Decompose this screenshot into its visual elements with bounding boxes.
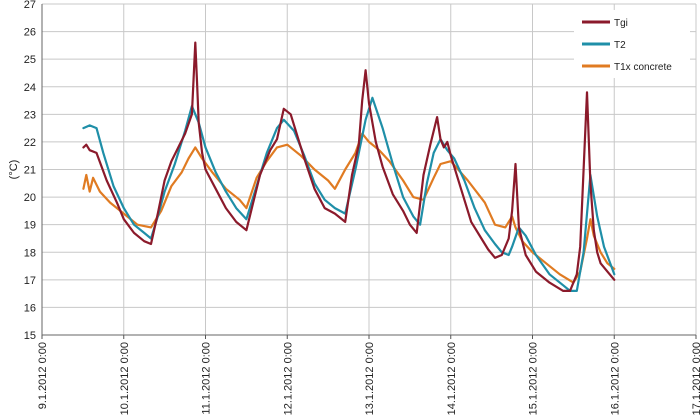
y-tick-label: 22 [24,137,36,149]
series-line-t1x-concrete [82,132,616,284]
y-tick-label: 15 [24,330,36,342]
x-tick-label: 17.1.2012 0:00 [691,342,700,415]
series-line-tgi [82,41,616,292]
y-tick-label: 20 [24,192,36,204]
legend-label: T2 [614,40,626,51]
x-axis: 9.1.2012 0:00 10.1.2012 0:00 11.1.2012 0:0… [37,335,700,415]
x-tick-label: 15.1.2012 0:00 [528,342,540,415]
legend-label: Tgi [614,18,628,29]
y-tick-label: 26 [24,27,36,39]
x-tick-label: 10.1.2012 0:00 [119,342,131,415]
x-tick-label: 14.1.2012 0:00 [446,342,458,415]
series-line-t2 [82,96,616,292]
x-tick-label: 13.1.2012 0:00 [364,342,376,415]
y-tick-label: 21 [24,165,36,177]
x-tick-label: 16.1.2012 0:00 [609,342,621,415]
y-tick-label: 17 [24,275,36,287]
y-tick-label: 24 [24,82,36,94]
x-tick-label: 12.1.2012 0:00 [282,342,294,415]
legend-label: T1x concrete [614,62,672,73]
legend: Tgi T2 T1x concrete [574,10,690,78]
y-tick-label: 16 [24,302,36,314]
x-tick-label: 11.1.2012 0:00 [201,342,213,415]
y-tick-label: 27 [24,0,36,11]
y-axis-label: (°C) [8,160,20,180]
y-axis: 15 16 17 18 19 20 21 22 23 24 25 26 27 [24,0,36,342]
y-tick-label: 23 [24,109,36,121]
y-tick-label: 19 [24,220,36,232]
y-tick-label: 25 [24,54,36,66]
series-lines [82,41,616,292]
x-tick-label: 9.1.2012 0:00 [37,342,49,409]
y-tick-label: 18 [24,247,36,259]
